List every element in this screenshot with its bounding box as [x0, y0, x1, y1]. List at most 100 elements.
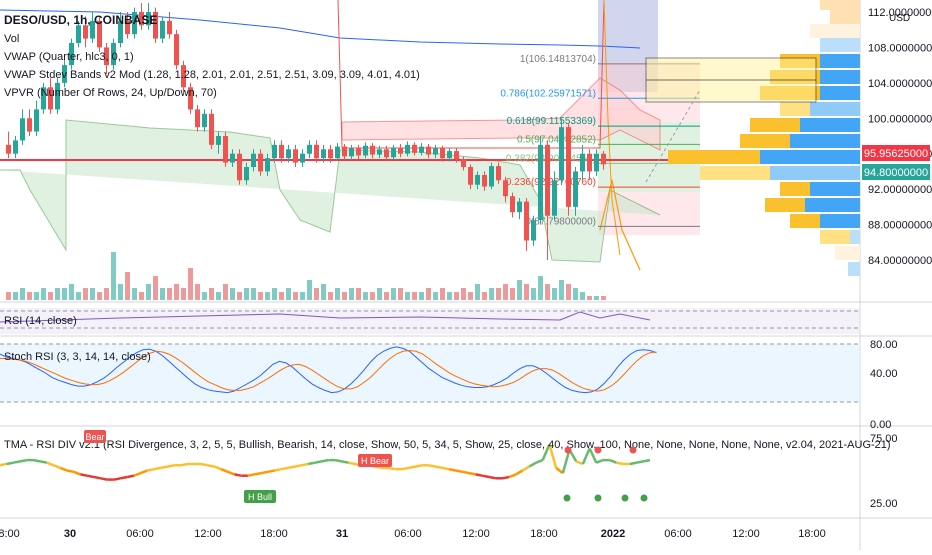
volume-bar [41, 288, 46, 300]
tma-segment [120, 475, 128, 480]
candle-body [398, 147, 403, 154]
tma-segment [475, 473, 483, 477]
tma-tick-label: 75.00 [870, 433, 898, 445]
volume-bar [209, 288, 214, 300]
tma-segment [254, 471, 262, 476]
fib-level-label: 0(87.79800000) [525, 216, 596, 227]
volume-bar [34, 292, 39, 300]
tma-segment [455, 469, 463, 474]
volume-bar [391, 288, 396, 300]
price-pane: 1(106.14813704) 0.786(102.25971571) 0.618(… [0, 0, 860, 300]
candle-body [566, 127, 571, 207]
fib-level-label: 0.618(99.11553369) [507, 116, 596, 127]
volume-bar [69, 284, 74, 300]
tma-segment [528, 461, 537, 468]
svg-text:Bear: Bear [85, 432, 104, 442]
tma-segment [428, 464, 436, 468]
volume-bar [538, 276, 543, 300]
volume-bar [384, 292, 389, 300]
candle-body [118, 20, 123, 43]
candle-body [405, 144, 410, 154]
stoch-k-line [0, 346, 657, 394]
indicator-vpvr[interactable]: VPVR (Number Of Rows, 24, Up/Down, 70) [4, 87, 217, 99]
time-tick-label: 12:00 [462, 528, 490, 540]
tma-segment [636, 460, 644, 464]
chart-header: DESO/USD, 1h, COINBASE Vol VWAP (Quarter… [4, 13, 420, 99]
tma-segment [133, 471, 142, 477]
tma-segment [609, 458, 617, 464]
svg-text:H Bear: H Bear [361, 456, 389, 466]
volume-bar [335, 288, 340, 300]
volume-bar [601, 296, 606, 300]
candle-body [510, 196, 515, 213]
tma-segment [140, 469, 148, 475]
volume-bar [587, 296, 592, 300]
tma-segment [73, 470, 81, 476]
symbol-title[interactable]: DESO/USD, 1h, COINBASE [4, 13, 157, 27]
candle-body [209, 113, 214, 145]
tma-segment [642, 458, 651, 463]
tma-segment [39, 460, 48, 464]
candle-body [363, 145, 368, 156]
volume-bar [97, 292, 102, 300]
volume-bar [13, 292, 18, 300]
tma-segment [502, 475, 510, 480]
time-axis[interactable]: 18:00 30 06:00 12:00 18:00 31 06:00 12:00 18:00 2… [0, 528, 826, 540]
bear-badge: Bear [84, 430, 106, 443]
tma-segment [200, 462, 208, 467]
time-tick-label: 06:00 [126, 528, 154, 540]
bull-dot [621, 494, 629, 502]
volume-bar [237, 292, 242, 300]
vwap-upper-band [341, 77, 661, 151]
tma-segment [488, 475, 497, 480]
volume-bar [461, 288, 466, 300]
time-tick-label: 18:00 [530, 528, 558, 540]
volume-bar [517, 280, 522, 300]
candle-body [153, 12, 158, 39]
rsi-label: RSI (14, close) [4, 315, 77, 327]
time-tick-label: 18:00 [798, 528, 826, 540]
volume-bar [272, 288, 277, 300]
last-price-tag: 95.95625000 [862, 145, 930, 161]
candle-body [552, 180, 557, 216]
candle-body [601, 153, 606, 165]
stoch-tick-label: 80.00 [870, 339, 898, 351]
tma-segment [113, 477, 121, 481]
indicator-vwap[interactable]: VWAP (Quarter, hlc3, 0, 1) [4, 51, 134, 63]
time-tick-label: 06:00 [664, 528, 692, 540]
svg-text:H Bull: H Bull [248, 492, 272, 502]
indicator-vol[interactable]: Vol [4, 33, 19, 45]
indicator-vwap-bands[interactable]: VWAP Stdev Bands v2 Mod (1.28, 1.28, 2.0… [4, 69, 420, 81]
candle-body [594, 153, 599, 172]
volume-bar [132, 288, 137, 300]
volume-bar [223, 284, 228, 300]
volume-bar [426, 288, 431, 300]
rsi-line [0, 311, 651, 323]
candle-body [48, 87, 53, 110]
candle-body [384, 149, 389, 158]
candle-body [160, 20, 165, 39]
price-axis[interactable]: 112.00000000 108.00000000 104.00000000 100.… [868, 7, 932, 267]
candle-body [69, 43, 74, 66]
candle-body [475, 174, 480, 185]
candle-body [97, 20, 102, 48]
price-tick-label: 88.00000000 [868, 220, 932, 232]
volume-bar [139, 292, 144, 300]
fib-level-label: 1(106.14813704) [520, 54, 596, 65]
tma-segment [167, 464, 175, 468]
tma-pane: TMA - RSI DIV v2.1 (RSI Divergence, 3, 2… [0, 430, 891, 503]
volume-bar [524, 284, 529, 300]
volume-bar [531, 288, 536, 300]
price-tick-label: 100.00000000 [868, 113, 932, 125]
volume-bar [405, 292, 410, 300]
volume-bar [181, 288, 186, 300]
candle-body [314, 144, 319, 159]
time-tick-label: 18:00 [260, 528, 288, 540]
tma-segment [435, 465, 443, 470]
tma-segment [13, 460, 21, 464]
fib-level-label: 0.382(94.90834553) [506, 153, 596, 164]
candle-body [412, 144, 417, 153]
tma-segment [287, 465, 296, 470]
currency-label: USD [889, 13, 910, 24]
